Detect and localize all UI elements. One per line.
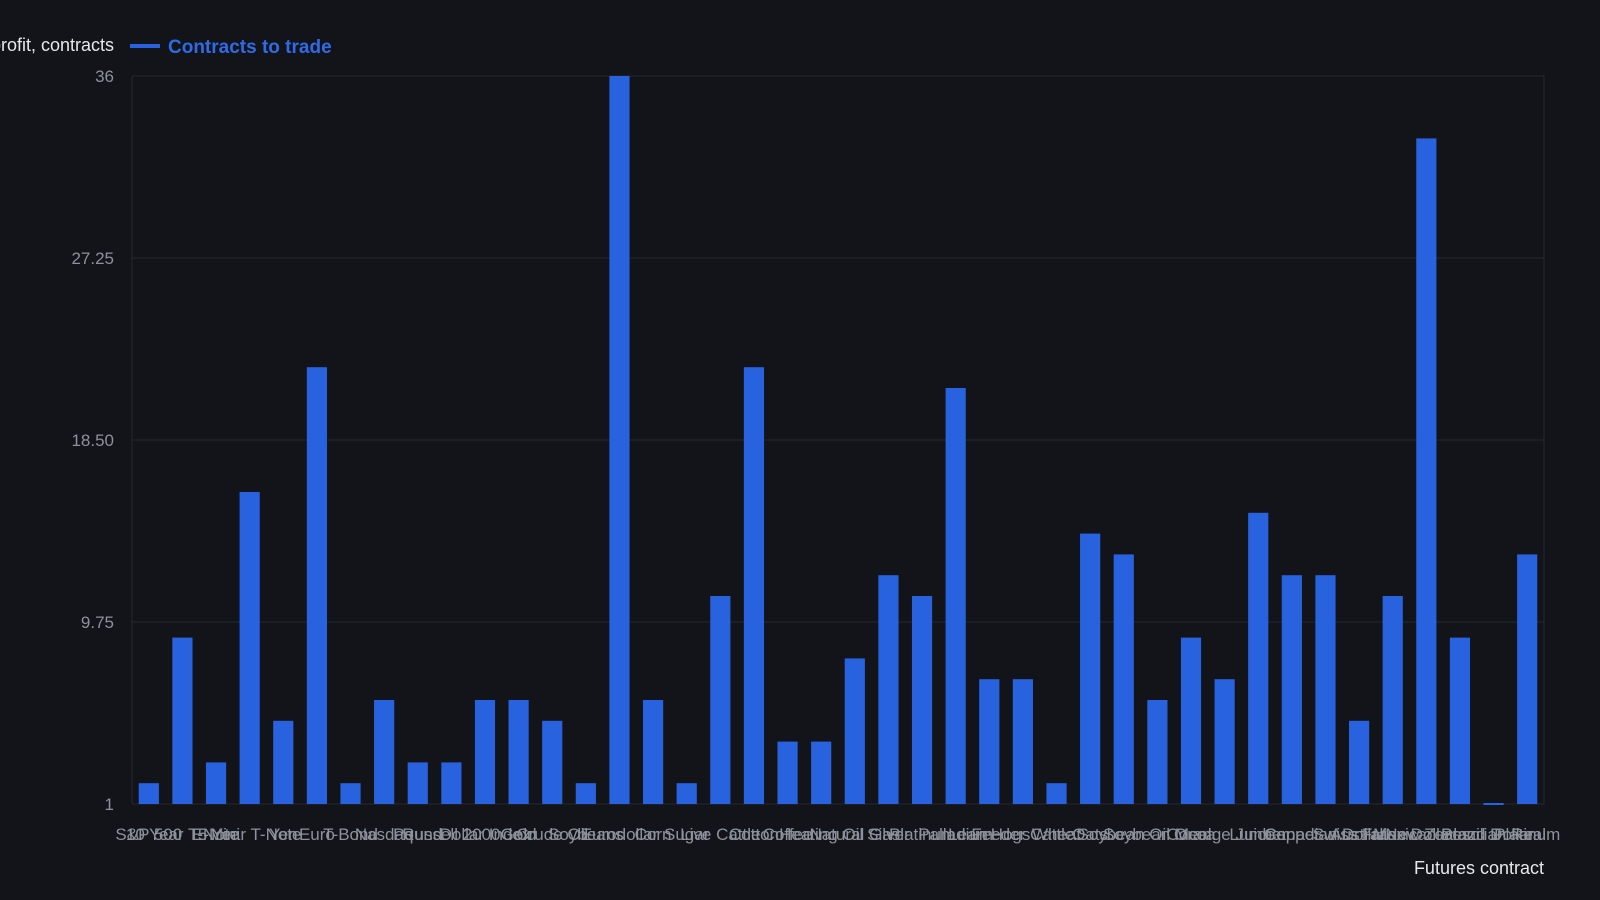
bar[interactable] — [911, 596, 933, 804]
bar[interactable] — [979, 679, 1000, 804]
x-tick-label: Live Cattle — [680, 825, 760, 844]
x-tick-label: Soybean Meal — [1103, 825, 1212, 844]
bar[interactable] — [1080, 533, 1101, 804]
bar[interactable] — [441, 762, 462, 804]
x-tick-label: E-Mini — [192, 825, 240, 844]
x-tick-label: Coffee — [763, 825, 813, 844]
x-tick-label: Cotton — [729, 825, 779, 844]
x-tick-label: Soybean Oil — [1077, 825, 1170, 844]
bar[interactable] — [777, 741, 798, 804]
bar[interactable] — [811, 741, 832, 804]
y-tick-label: 18.50 — [71, 431, 114, 450]
x-tick-label: Natural Gas — [809, 825, 900, 844]
bar[interactable] — [1214, 679, 1235, 804]
bar[interactable] — [1248, 512, 1269, 804]
bar[interactable] — [1416, 138, 1437, 804]
x-tick-label: Corn — [635, 825, 672, 844]
bar[interactable] — [609, 76, 630, 804]
x-tick-label: Russell 2000 — [402, 825, 500, 844]
bar[interactable] — [374, 700, 395, 804]
x-tick-label: Silver — [867, 825, 910, 844]
y-tick-label: 1 — [105, 795, 114, 814]
bar[interactable] — [1449, 637, 1471, 804]
bar[interactable] — [878, 575, 899, 804]
y-axis-ticks: 1 9.75 18.50 27.25 36 — [71, 67, 114, 814]
x-tick-label: Eurodollar — [581, 825, 659, 844]
x-tick-label: Euro — [299, 825, 335, 844]
bar[interactable] — [643, 700, 664, 804]
bar[interactable] — [1382, 596, 1403, 804]
x-axis-label: Futures contract — [1414, 858, 1544, 878]
x-tick-label: Heating Oil — [779, 825, 863, 844]
bar[interactable] — [1483, 803, 1504, 805]
x-tick-label: New Zealand Dollar — [1385, 825, 1535, 844]
bar[interactable] — [306, 367, 327, 804]
x-tick-label: Mexican Peso — [1373, 825, 1480, 844]
x-tick-label: Cocoa — [1166, 825, 1216, 844]
bar[interactable] — [1180, 637, 1202, 804]
x-tick-label: Oats — [1072, 825, 1108, 844]
bar[interactable] — [273, 720, 294, 804]
x-tick-label: Australian Dollar — [1330, 825, 1455, 844]
x-tick-label: 5 Year T-Note — [198, 825, 302, 844]
x-tick-label: T-Bond — [323, 825, 378, 844]
bars — [138, 76, 1538, 805]
bar[interactable] — [172, 637, 193, 804]
x-tick-label: Gold — [501, 825, 537, 844]
x-tick-label: Palladium — [918, 825, 993, 844]
x-tick-label: Dollar Index — [440, 825, 531, 844]
x-tick-label: Crude Oil — [516, 825, 588, 844]
bar[interactable] — [542, 720, 563, 804]
y-tick-label: 27.25 — [71, 249, 114, 268]
bar[interactable] — [1012, 679, 1033, 804]
x-tick-label: Wheat — [1032, 825, 1081, 844]
bar[interactable] — [844, 658, 865, 804]
bar[interactable] — [1281, 575, 1302, 804]
bar[interactable] — [945, 388, 966, 804]
bar[interactable] — [1113, 554, 1134, 804]
x-tick-label: 10 Year T-Note — [126, 825, 239, 844]
legend-item-label: Contracts to trade — [168, 37, 332, 58]
x-tick-label: Nasdaq — [355, 825, 414, 844]
x-tick-label: Soybeans — [548, 825, 624, 844]
bar[interactable] — [340, 783, 361, 804]
bar[interactable] — [1517, 554, 1538, 804]
x-tick-label: Lean Hogs — [948, 825, 1030, 844]
x-tick-label: Feeder Cattle — [971, 825, 1074, 844]
x-tick-label: Brazilian Real — [1441, 825, 1546, 844]
bar[interactable] — [205, 762, 227, 804]
bar[interactable] — [407, 762, 428, 804]
bar[interactable] — [1046, 783, 1067, 804]
bar[interactable] — [575, 783, 596, 804]
bar[interactable] — [1349, 720, 1370, 804]
x-tick-label: Platinum — [1494, 825, 1560, 844]
bar[interactable] — [1315, 575, 1336, 804]
x-tick-label: Lumber — [1229, 825, 1287, 844]
x-tick-label: Swiss Franc — [1313, 825, 1406, 844]
x-tick-label: Canadian Dollar — [1265, 825, 1387, 844]
y-tick-label: 36 — [95, 67, 114, 86]
x-tick-label: Orange Juice — [1174, 825, 1275, 844]
grid-lines — [131, 75, 1545, 805]
bar[interactable] — [743, 367, 765, 804]
x-tick-label: Platinum — [889, 825, 955, 844]
legend[interactable]: Net profit, contracts Contracts to trade — [0, 35, 332, 58]
bar[interactable] — [474, 700, 496, 804]
bar[interactable] — [508, 700, 529, 804]
bar[interactable] — [710, 596, 731, 804]
x-tick-label: Yen — [269, 825, 298, 844]
bar[interactable] — [676, 783, 697, 804]
x-tick-label: Copper — [1264, 825, 1320, 844]
x-tick-label: Sugar — [664, 825, 710, 844]
bar[interactable] — [138, 783, 159, 804]
bar[interactable] — [1147, 700, 1168, 804]
y-axis-label: Net profit, contracts — [0, 35, 114, 55]
y-tick-label: 9.75 — [81, 613, 114, 632]
bar[interactable] — [239, 492, 260, 804]
x-tick-label: S&P 500 — [115, 825, 182, 844]
x-tick-label: Pound — [393, 825, 442, 844]
